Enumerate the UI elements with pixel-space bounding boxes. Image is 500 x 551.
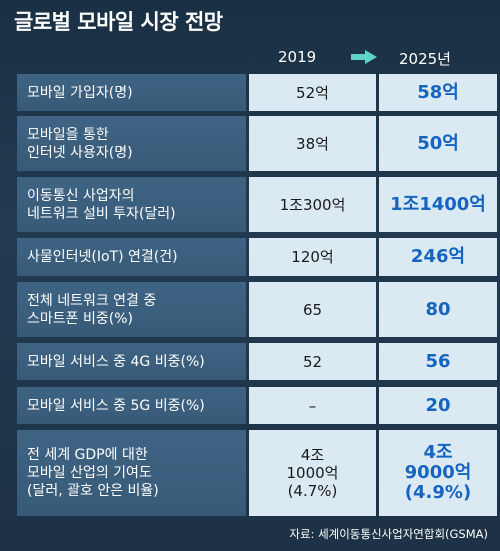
- table-row: 모바일 서비스 중 5G 비중(%) – 20: [17, 387, 497, 424]
- table-row: 전체 네트워크 연결 중 스마트폰 비중(%) 65 80: [17, 282, 497, 337]
- row-label: 모바일 서비스 중 4G 비중(%): [17, 343, 246, 380]
- row-label: 모바일 서비스 중 5G 비중(%): [17, 387, 246, 424]
- column-header-2025: 2025년: [399, 50, 451, 68]
- table-row: 이동통신 사업자의 네트워크 설비 투자(달러) 1조300억 1조1400억: [17, 177, 497, 232]
- value-2019: 1조300억: [249, 177, 376, 232]
- row-label: 전체 네트워크 연결 중 스마트폰 비중(%): [17, 282, 246, 337]
- arrow-right-icon: [351, 50, 377, 64]
- value-2025: 58억: [379, 74, 497, 111]
- row-label: 전 세계 GDP에 대한 모바일 산업의 기여도 (달러, 괄호 안은 비율): [17, 430, 246, 516]
- table-row: 사물인터넷(IoT) 연결(건) 120억 246억: [17, 238, 497, 276]
- table-row: 모바일을 통한 인터넷 사용자(명) 38억 50억: [17, 116, 497, 171]
- source-note: 자료: 세계이동통신사업자연합회(GSMA): [289, 527, 488, 541]
- table-row: 전 세계 GDP에 대한 모바일 산업의 기여도 (달러, 괄호 안은 비율) …: [17, 430, 497, 516]
- value-2025: 56: [379, 343, 497, 380]
- value-2025: 246억: [379, 238, 497, 276]
- table-row: 모바일 가입자(명) 52억 58억: [17, 74, 497, 111]
- value-2025: 20: [379, 387, 497, 424]
- row-label: 사물인터넷(IoT) 연결(건): [17, 238, 246, 276]
- column-header-2019: 2019: [278, 48, 317, 66]
- value-2019: 65: [249, 282, 376, 337]
- value-2019: 120억: [249, 238, 376, 276]
- value-2025: 50억: [379, 116, 497, 171]
- value-2025: 80: [379, 282, 497, 337]
- value-2019: 52: [249, 343, 376, 380]
- row-label: 모바일을 통한 인터넷 사용자(명): [17, 116, 246, 171]
- value-2019: –: [249, 387, 376, 424]
- row-label: 모바일 가입자(명): [17, 74, 246, 111]
- value-2019: 38억: [249, 116, 376, 171]
- table-row: 모바일 서비스 중 4G 비중(%) 52 56: [17, 343, 497, 380]
- value-2025: 1조1400억: [379, 177, 497, 232]
- value-2019: 4조 1000억 (4.7%): [249, 430, 376, 516]
- row-label: 이동통신 사업자의 네트워크 설비 투자(달러): [17, 177, 246, 232]
- page-title: 글로벌 모바일 시장 전망: [14, 10, 223, 34]
- value-2019: 52억: [249, 74, 376, 111]
- value-2025: 4조 9000억 (4.9%): [379, 430, 497, 516]
